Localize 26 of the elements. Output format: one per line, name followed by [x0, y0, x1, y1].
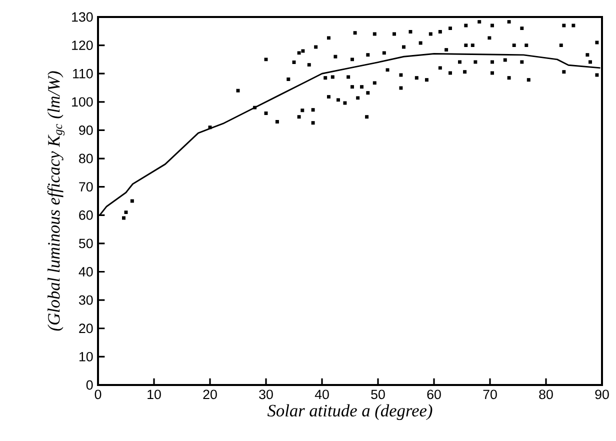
- x-tick-label: 50: [371, 390, 385, 400]
- x-tick-label: 90: [595, 390, 609, 400]
- y-tick-label: 40: [78, 267, 93, 276]
- y-axis-title: (Global luminous efficacy K$_{gc}$ (lm/W): [47, 71, 65, 331]
- y-tick-label: 110: [73, 68, 93, 78]
- y-tick-label: 80: [79, 154, 93, 164]
- y-tick-label: 20: [79, 324, 93, 334]
- x-tick-label: 70: [483, 390, 497, 400]
- y-tick-label: 90: [79, 126, 93, 135]
- x-tick-label: 20: [203, 390, 217, 400]
- x-tick-label: 40: [314, 390, 329, 400]
- y-tick-label: 100: [72, 97, 93, 107]
- x-tick-label: 30: [259, 390, 273, 400]
- x-tick-label: 10: [148, 390, 161, 400]
- y-tick-label: 30: [78, 295, 93, 305]
- y-tick-label: 130: [72, 12, 93, 22]
- y-tick-label: 120: [72, 40, 93, 50]
- y-tick-label: 10: [79, 352, 93, 362]
- x-tick-label: 80: [539, 390, 553, 400]
- x-tick-label: 60: [427, 390, 441, 400]
- y-tick-label: 0: [86, 380, 93, 390]
- y-tick-label: 60: [79, 210, 93, 220]
- y-tick-label: 50: [79, 238, 93, 248]
- y-tick-label: 70: [79, 182, 93, 192]
- x-tick-label: 0: [94, 390, 102, 400]
- x-axis-title: Solar atitude a (degree): [268, 404, 432, 420]
